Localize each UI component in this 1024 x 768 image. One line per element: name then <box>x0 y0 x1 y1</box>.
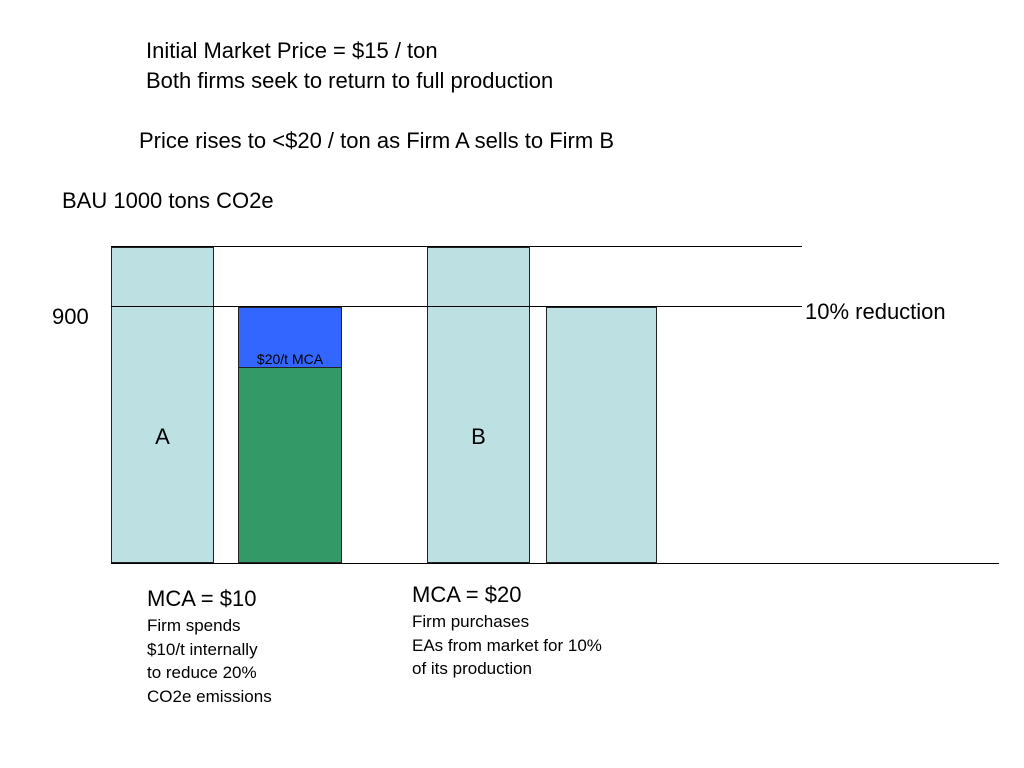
price-note: Price rises to <$20 / ton as Firm A sell… <box>139 128 614 153</box>
firm-a-label: A <box>155 424 170 449</box>
level-900-label: 900 <box>52 304 89 329</box>
bau-1000-line <box>111 246 802 247</box>
level-900-line <box>111 306 802 307</box>
firm-b-purchase-bar <box>546 307 657 563</box>
firm-a-note-line: to reduce 20% <box>147 663 257 682</box>
firm-a-note: MCA = $10 Firm spends $10/t internally t… <box>147 584 272 708</box>
firm-b-note-title: MCA = $20 <box>412 582 522 607</box>
firm-a-bau-bar <box>111 247 214 563</box>
firm-a-note-line: $10/t internally <box>147 639 258 659</box>
firm-a-mca-bar <box>238 307 342 368</box>
firm-b-label: B <box>471 424 486 449</box>
header-line-2: Both firms seek to return to full produc… <box>146 68 554 93</box>
mca-segment-label: $20/t MCA <box>256 351 324 367</box>
firm-b-note-line: of its production <box>412 659 533 678</box>
firm-a-note-line: CO2e emissions <box>147 686 272 706</box>
baseline <box>111 563 999 564</box>
bau-label: BAU 1000 tons CO2e <box>62 188 274 213</box>
firm-a-reduction-bar <box>238 367 342 563</box>
firm-a-note-line: Firm spends <box>147 616 241 635</box>
header-line-1: Initial Market Price = $15 / ton <box>146 38 438 63</box>
reduction-label: 10% reduction <box>805 299 946 324</box>
firm-a-note-title: MCA = $10 <box>147 586 257 611</box>
firm-b-note: MCA = $20 Firm purchases EAs from market… <box>412 580 602 681</box>
firm-b-note-line: EAs from market for 10% <box>412 635 602 655</box>
firm-b-note-line: Firm purchases <box>412 612 530 631</box>
firm-b-bau-bar <box>427 247 530 563</box>
